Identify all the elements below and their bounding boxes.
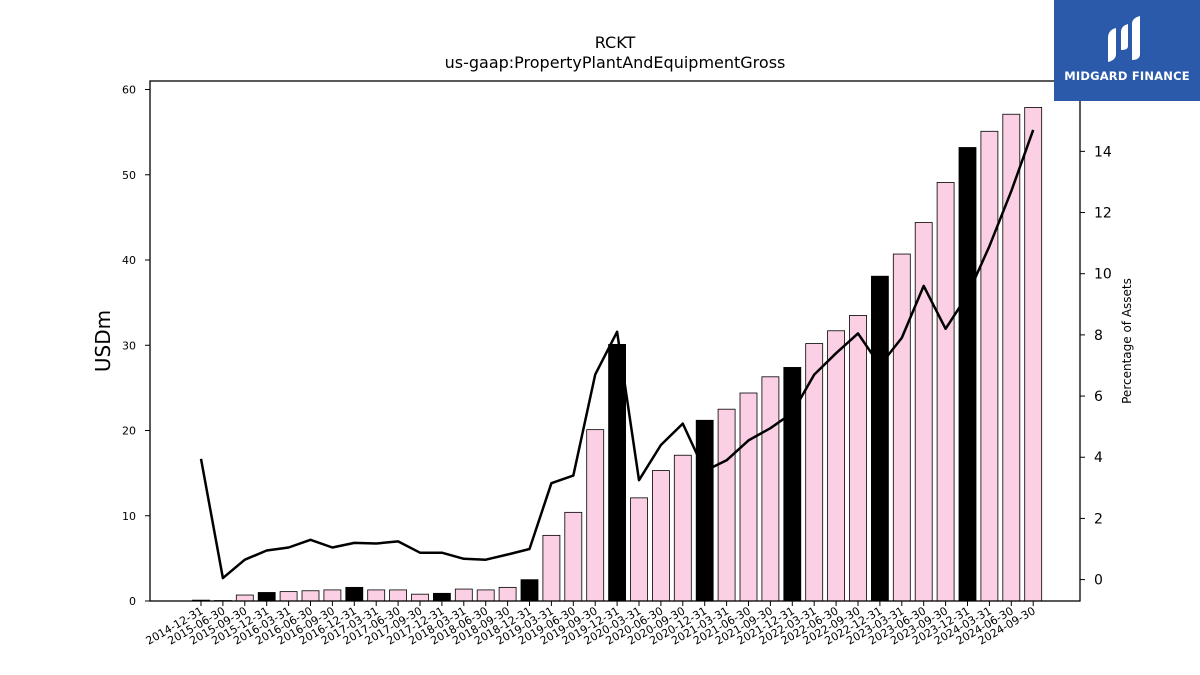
y2-tick-label: 4 [1094,450,1103,466]
bar [411,593,429,602]
y2-axis-label: Percentage of Assets [1120,278,1134,404]
bar [301,590,320,602]
y-tick-label: 40 [122,254,136,267]
bar [739,392,758,602]
chart-title: RCKT [594,33,636,52]
bar [476,589,495,602]
bar [761,376,780,602]
bar [279,591,298,602]
y2-tick-label: 0 [1094,573,1103,589]
bar [892,253,911,602]
bar [849,315,867,602]
y2-tick-label: 14 [1094,144,1112,160]
y-tick-label: 60 [122,84,136,97]
plot-frame [149,80,1081,602]
bar [389,589,408,602]
bar [1024,107,1043,602]
bar [542,534,561,602]
bar [914,222,933,602]
y-tick-label: 20 [122,425,136,438]
bar [936,182,955,602]
bar [345,586,364,602]
bar [608,344,626,602]
midgard-finance-logo: MIDGARD FINANCE [1054,0,1200,101]
y-tick-label: 0 [129,595,136,608]
y2-tick-label: 10 [1094,267,1112,283]
bar [1002,113,1021,602]
bar [323,589,342,602]
y2-tick-label: 12 [1094,206,1112,222]
bar [235,594,254,602]
bar [805,343,824,602]
logo-mark-icon [1108,16,1140,62]
y-tick-label: 30 [122,339,136,352]
bar [717,408,736,602]
bar [695,419,714,602]
bar [630,497,648,602]
bar [432,592,451,602]
bar [564,511,583,602]
bar [827,330,845,602]
bar [257,592,276,602]
y-tick-label: 10 [122,510,136,523]
chart-subtitle: us-gaap:PropertyPlantAndEquipmentGross [444,53,786,72]
bar [498,586,517,602]
y2-tick-label: 6 [1094,389,1103,405]
y-axis-label: USDm [91,310,115,372]
bar [454,588,473,602]
series-line [199,129,1035,580]
logo-text: MIDGARD FINANCE [1064,69,1190,83]
y2-tick-label: 2 [1094,511,1103,527]
bar [652,470,670,602]
bar [673,454,692,602]
bar [958,147,977,602]
y-tick-label: 50 [122,169,136,182]
bar [586,429,605,602]
bar [871,275,889,602]
bar [367,589,386,602]
bar [520,579,539,602]
bar [980,130,999,602]
y2-tick-label: 8 [1094,328,1103,344]
